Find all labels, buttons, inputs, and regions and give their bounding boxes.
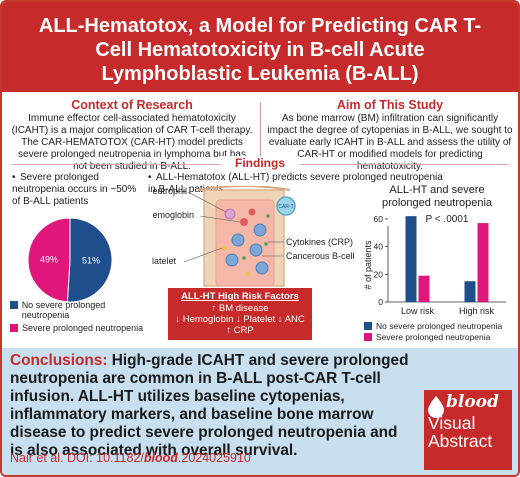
label-platelet: Platelet — [152, 256, 177, 266]
bar-low-risk-1 — [405, 216, 417, 302]
findings-rule-right — [300, 164, 508, 165]
leader-hemoglobin — [199, 215, 241, 223]
pie-chart: 51% 49% — [27, 217, 113, 303]
y-axis-label: # of patients — [363, 240, 373, 290]
leader-platelet — [183, 247, 223, 263]
bar-low-risk-2 — [418, 275, 430, 302]
cancerous-cell — [225, 253, 239, 267]
bar-legend-swatch-1 — [364, 322, 372, 330]
logo-line-1: Visual — [428, 413, 476, 433]
cancerous-cell — [253, 223, 267, 237]
bar-chart-title: ALL-HT and severe prolonged neutropenia — [381, 184, 493, 209]
neutrophil-cell — [224, 208, 236, 220]
p-value-annotation: P < .0001 — [426, 214, 469, 225]
context-heading: Context of Research — [71, 98, 193, 112]
citation-prefix: Nair et al. DOI: 10.1182/ — [10, 451, 144, 465]
bar-high-risk-2 — [477, 223, 489, 302]
finding-bullet-1: • Severe prolonged neutropenia occurs in … — [12, 172, 137, 207]
conclusion-text-block: Conclusions: High-grade ICAHT and severe… — [10, 352, 410, 460]
platelet-cell — [221, 245, 227, 251]
findings-rule-left — [12, 164, 220, 165]
finding-bullet-1-text: Severe prolonged neutropenia occurs in ~… — [12, 172, 137, 207]
logo-background — [424, 390, 512, 470]
bone-top-cap — [197, 186, 291, 191]
findings-heading: Findings — [220, 156, 300, 170]
car-t-label: CAR-T — [278, 204, 293, 210]
section-divider — [260, 102, 261, 158]
cytokine-dot — [242, 256, 246, 260]
y-tick-label: 40 — [374, 242, 384, 252]
bar-high-risk-1 — [464, 281, 476, 302]
blood-logo: blood Visual Abstract — [424, 390, 512, 470]
cancerous-cell — [231, 233, 245, 247]
y-tick-label: 60 — [374, 214, 384, 224]
risk-factor-counts: ↓ Hemoglobin ↓ Platelet ↓ ANC — [175, 314, 305, 325]
logo-word: blood — [446, 392, 499, 412]
pie-slice-label-1: 51% — [82, 256, 100, 266]
risk-factor-bm: ↑ BM disease — [211, 303, 269, 314]
legend-swatch-magenta — [10, 324, 18, 332]
risk-factor-crp: ↑ CRP — [226, 325, 254, 336]
x-tick-label: High risk — [459, 306, 495, 316]
conclusion-label: Conclusions: — [10, 352, 108, 369]
bar-chart: P < .0001 0 20 40 60 # of patients Low risk Hig… — [363, 214, 506, 342]
citation-journal: blood — [143, 451, 178, 465]
pie-legend-item-1: No severe prolonged neutropenia — [10, 300, 150, 320]
bar-legend-label-1: No severe prolonged neutropenia — [376, 321, 502, 331]
pie-legend-label-1: No severe prolonged neutropenia — [21, 300, 106, 320]
finding-bullet-2-text: ALL-Hematotox (ALL-HT) predicts severe p… — [148, 172, 443, 195]
platelet-cell — [245, 271, 251, 277]
label-hemoglobin: Hemoglobin — [152, 210, 194, 220]
red-blood-cell — [248, 208, 256, 216]
bar-legend-swatch-2 — [364, 333, 372, 341]
legend-swatch-navy — [10, 301, 18, 309]
cytokine-dot — [264, 242, 268, 246]
label-cytokines: Cytokines (CRP) — [286, 237, 353, 247]
risk-factors-heading: ALL-HT High Risk Factors — [181, 291, 299, 302]
cancerous-cell — [255, 261, 269, 275]
pie-slice-1 — [66, 217, 113, 303]
logo-line-2: Abstract — [428, 431, 493, 451]
pie-legend-item-2: Severe prolonged neutropenia — [10, 323, 150, 333]
red-blood-cell — [240, 218, 248, 226]
citation-suffix: .2024025910 — [177, 451, 251, 465]
logo-caption: Visual Abstract — [428, 414, 492, 450]
pie-legend: No severe prolonged neutropenia Severe p… — [10, 300, 150, 336]
aim-text: As bone marrow (BM) infiltration can sig… — [267, 113, 513, 172]
drop-icon — [428, 396, 444, 418]
citation: Nair et al. DOI: 10.1182/blood.202402591… — [10, 451, 251, 465]
leader-neutrophil — [187, 191, 227, 213]
bar-legend-label-2: Severe prolonged neutropenia — [376, 332, 491, 342]
page-title: ALL-Hematotox, a Model for Predicting CA… — [2, 2, 518, 92]
cytokine-dot — [266, 214, 270, 218]
finding-bullet-2: • ALL-Hematotox (ALL-HT) predicts severe … — [148, 172, 443, 195]
risk-factors-box: ALL-HT High Risk Factors ↑ BM disease ↓ … — [168, 288, 312, 340]
cancerous-cell — [249, 243, 263, 257]
context-text: Immune effector cell-associated hematoto… — [11, 113, 253, 172]
aim-heading: Aim of This Study — [336, 98, 444, 112]
y-tick-label: 20 — [374, 269, 384, 279]
pie-slice-label-2: 49% — [40, 254, 58, 264]
label-cancerous: Cancerous B-cell — [286, 251, 355, 261]
x-tick-label: Low risk — [401, 306, 435, 316]
bone-marrow-illustration: CAR-T Neutrophil Hemoglobin Platelet Cyt… — [152, 186, 355, 287]
car-t-cell — [276, 196, 296, 216]
conclusion-body: High-grade ICAHT and severe prolonged ne… — [10, 352, 409, 459]
pie-legend-label-2: Severe prolonged neutropenia — [22, 323, 144, 333]
y-tick-label: 0 — [378, 297, 383, 307]
label-neutrophil: Neutrophil — [152, 186, 187, 196]
pie-slice-2 — [27, 217, 71, 303]
